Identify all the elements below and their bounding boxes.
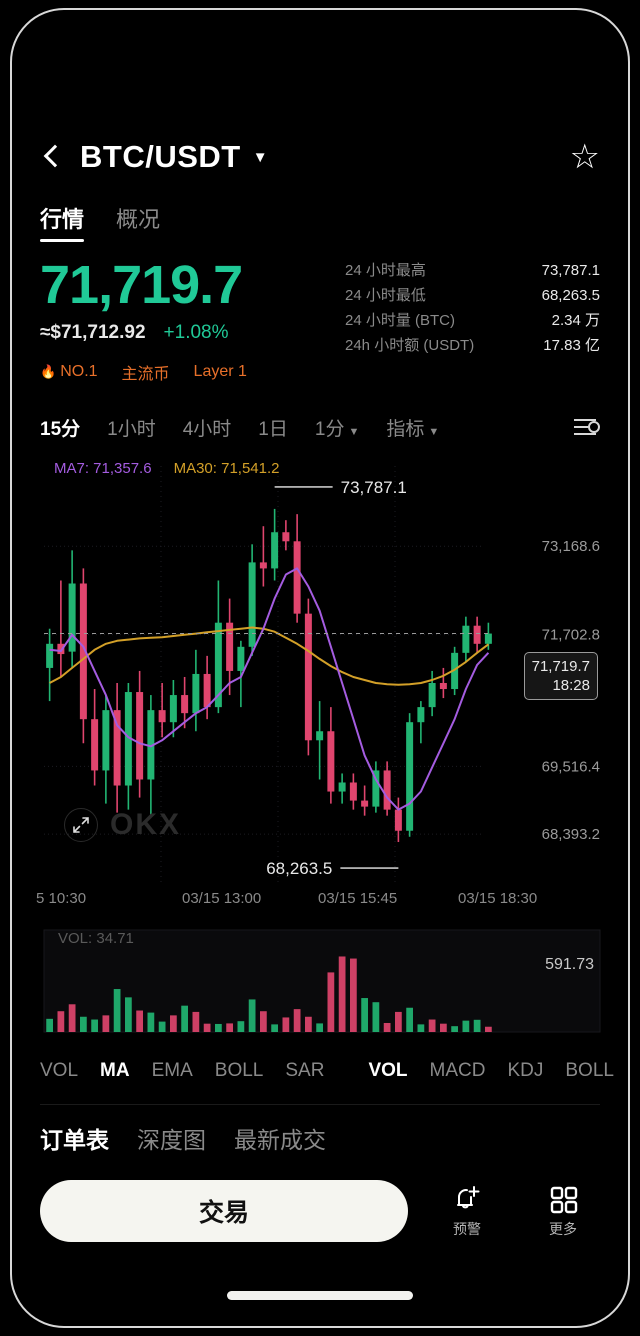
stat-row: 24 小时最高 73,787.1 bbox=[345, 260, 600, 282]
last-price-value: 71,719.7 bbox=[531, 658, 590, 676]
svg-text:69,516.4: 69,516.4 bbox=[542, 759, 600, 776]
more-label: 更多 bbox=[549, 1220, 577, 1237]
stat-label: 24h 小时额 (USDT) bbox=[345, 337, 475, 354]
ma7-legend: MA7: 71,357.6 bbox=[54, 460, 152, 478]
volume-max-label: 591.73 bbox=[545, 956, 594, 974]
x-tick: 03/15 15:45 bbox=[318, 890, 398, 908]
tab-recent-trades[interactable]: 最新成交 bbox=[234, 1126, 326, 1153]
tag-list: NO.1 主流币 Layer 1 bbox=[40, 360, 345, 384]
app-screen: BTC/USDT ▼ ☆ 行情 概况 71,719.7 ≈$71,712.92 … bbox=[12, 10, 628, 1326]
volume-legend: VOL: 34.71 bbox=[58, 930, 134, 948]
home-indicator bbox=[227, 1291, 413, 1300]
order-section-tabs: 订单表 深度图 最新成交 bbox=[40, 1104, 600, 1170]
indicator-kdj[interactable]: KDJ bbox=[507, 1060, 544, 1082]
timeframe-4h[interactable]: 4小时 bbox=[182, 418, 232, 440]
app-header: BTC/USDT ▼ ☆ bbox=[40, 120, 600, 194]
timeframe-1d[interactable]: 1日 bbox=[258, 418, 288, 440]
indicator-vol-main[interactable]: VOL bbox=[40, 1060, 79, 1082]
tag-layer1[interactable]: Layer 1 bbox=[193, 363, 247, 381]
indicator-dropdown[interactable]: 指标 ▼ bbox=[386, 418, 440, 440]
stat-value: 17.83 亿 bbox=[543, 337, 600, 354]
tag-rank[interactable]: NO.1 bbox=[40, 363, 97, 381]
ma30-legend: MA30: 71,541.2 bbox=[173, 460, 280, 478]
okx-logo: OKX bbox=[110, 808, 182, 842]
volume-chart[interactable]: VOL: 34.71 591.73 bbox=[36, 926, 601, 1036]
price-secondary: ≈$71,712.92 +1.08% bbox=[40, 322, 345, 344]
stat-value: 2.34 万 bbox=[551, 312, 600, 329]
tag-mainstream[interactable]: 主流币 bbox=[121, 366, 170, 384]
action-bar: 交易 预警 更多 bbox=[40, 1180, 600, 1243]
stat-row: 24h 小时额 (USDT) 17.83 亿 bbox=[345, 335, 600, 357]
svg-text:71,702.8: 71,702.8 bbox=[542, 627, 600, 644]
indicator-macd[interactable]: MACD bbox=[429, 1060, 486, 1082]
stats-list: 24 小时最高 73,787.1 24 小时最低 68,263.5 24 小时量… bbox=[345, 256, 600, 384]
stat-label: 24 小时最高 bbox=[345, 262, 426, 279]
svg-text:68,263.5: 68,263.5 bbox=[266, 859, 332, 878]
chevron-down-icon: ▼ bbox=[428, 425, 440, 438]
indicator-boll-sub[interactable]: BOLL bbox=[565, 1060, 614, 1082]
indicator-boll[interactable]: BOLL bbox=[214, 1060, 264, 1082]
expand-fullscreen-icon[interactable] bbox=[64, 808, 98, 843]
x-axis: 5 10:30 03/15 13:00 03/15 15:45 03/15 18… bbox=[36, 890, 600, 916]
chart-settings-icon[interactable] bbox=[574, 416, 600, 438]
chevron-down-icon[interactable]: ▼ bbox=[252, 148, 268, 166]
stat-value: 73,787.1 bbox=[541, 262, 600, 279]
back-button[interactable] bbox=[40, 144, 66, 170]
page-title[interactable]: BTC/USDT bbox=[80, 139, 241, 174]
svg-text:73,168.6: 73,168.6 bbox=[542, 539, 600, 556]
tab-overview[interactable]: 概况 bbox=[116, 207, 161, 232]
indicator-vol-sub[interactable]: VOL bbox=[368, 1060, 408, 1082]
last-price-badge: 71,719.7 18:28 bbox=[523, 652, 598, 701]
timeframe-bar: 15分 1小时 4小时 1日 1分 ▼ 指标 ▼ bbox=[40, 398, 600, 456]
svg-text:73,787.1: 73,787.1 bbox=[341, 478, 407, 497]
alert-label: 预警 bbox=[453, 1220, 481, 1237]
price-change-percent: +1.08% bbox=[163, 322, 229, 344]
x-tick: 03/15 13:00 bbox=[182, 890, 262, 908]
indicator-ema[interactable]: EMA bbox=[151, 1060, 193, 1082]
chevron-down-icon: ▼ bbox=[348, 425, 360, 438]
price-summary: 71,719.7 ≈$71,712.92 +1.08% NO.1 主流币 Lay… bbox=[40, 256, 600, 384]
ma-legend: MA7: 71,357.6 MA30: 71,541.2 bbox=[54, 460, 280, 477]
bell-plus-icon bbox=[457, 1185, 480, 1209]
chart-watermark: OKX bbox=[64, 808, 182, 843]
last-price: 71,719.7 bbox=[40, 255, 243, 315]
tab-order-book[interactable]: 订单表 bbox=[40, 1126, 109, 1153]
price-usd: ≈$71,712.92 bbox=[40, 322, 146, 344]
price-block: 71,719.7 ≈$71,712.92 +1.08% NO.1 主流币 Lay… bbox=[40, 256, 345, 384]
alert-button[interactable]: 预警 bbox=[430, 1184, 504, 1239]
grid-icon bbox=[550, 1186, 578, 1214]
indicator-ma[interactable]: MA bbox=[100, 1060, 130, 1082]
stat-row: 24 小时最低 68,263.5 bbox=[345, 285, 600, 307]
last-price-time: 18:28 bbox=[552, 677, 590, 695]
timeframe-1h[interactable]: 1小时 bbox=[107, 418, 156, 440]
stat-label: 24 小时最低 bbox=[345, 287, 426, 304]
timeframe-15m[interactable]: 15分 bbox=[40, 418, 81, 440]
favorite-star-icon[interactable]: ☆ bbox=[569, 138, 600, 176]
main-tabs: 行情 概况 bbox=[40, 190, 600, 242]
stat-label: 24 小时量 (BTC) bbox=[345, 312, 456, 329]
tab-depth-chart[interactable]: 深度图 bbox=[137, 1126, 206, 1153]
price-chart-svg: 73,168.6 71,702.8 69,516.4 68,393.2 73,787.1… bbox=[44, 466, 600, 883]
stat-row: 24 小时量 (BTC) 2.34 万 bbox=[345, 310, 600, 332]
indicator-sar[interactable]: SAR bbox=[285, 1060, 325, 1082]
x-tick: 03/15 18:30 bbox=[458, 890, 538, 908]
candlestick-chart[interactable]: MA7: 71,357.6 MA30: 71,541.2 73,168.6 71,… bbox=[36, 456, 600, 888]
trade-button[interactable]: 交易 bbox=[40, 1180, 408, 1243]
phone-frame: BTC/USDT ▼ ☆ 行情 概况 71,719.7 ≈$71,712.92 … bbox=[10, 8, 630, 1328]
x-tick: 5 10:30 bbox=[36, 890, 87, 908]
timeframe-more-dropdown[interactable]: 1分 ▼ bbox=[314, 418, 360, 440]
stat-value: 68,263.5 bbox=[541, 287, 600, 304]
svg-text:68,393.2: 68,393.2 bbox=[542, 826, 600, 843]
more-button[interactable]: 更多 bbox=[526, 1184, 600, 1239]
tab-market[interactable]: 行情 bbox=[40, 202, 85, 242]
indicator-row: VOL MA EMA BOLL SAR VOL MACD KDJ BOLL bbox=[40, 1042, 614, 1100]
volume-chart-svg bbox=[43, 929, 601, 1033]
